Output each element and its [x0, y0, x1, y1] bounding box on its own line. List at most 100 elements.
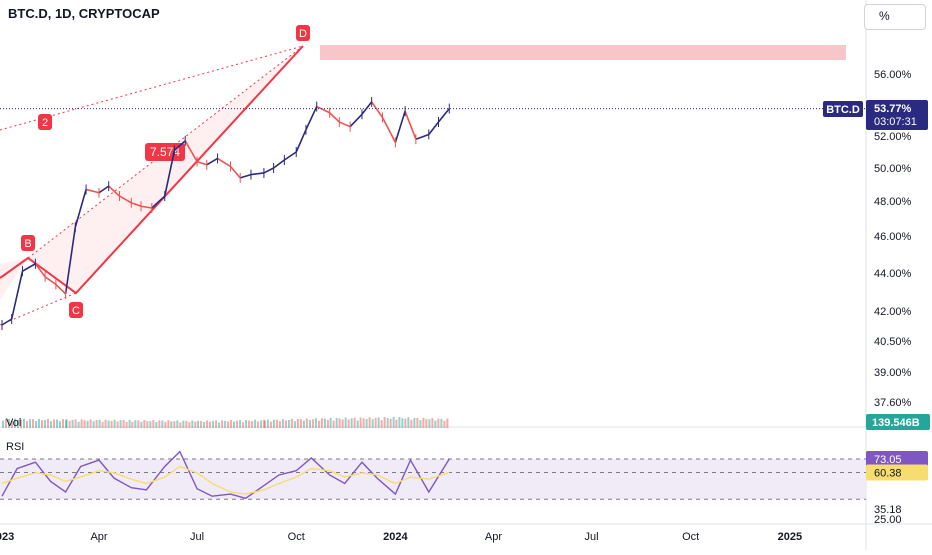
volume-bar — [131, 421, 134, 428]
volume-bar — [149, 421, 152, 428]
volume-bar — [251, 421, 254, 428]
volume-bar — [359, 417, 362, 428]
rsi-tick-label: 60.38 — [874, 467, 902, 479]
volume-bar — [218, 422, 221, 428]
percent-scale-button[interactable]: % — [864, 4, 926, 30]
price-segment — [349, 113, 363, 128]
volume-bar — [20, 419, 22, 428]
volume-bar — [44, 420, 46, 428]
price-segment — [173, 140, 186, 151]
volume-bar — [158, 420, 161, 428]
volume-bar — [338, 418, 341, 428]
volume-bar — [344, 417, 347, 428]
pattern-label-text: 2 — [42, 117, 48, 129]
pattern-label-text: C — [72, 305, 80, 317]
volume-bar — [80, 419, 83, 428]
price-segment — [64, 227, 77, 295]
price-badge-countdown: 03:07:31 — [874, 116, 917, 128]
pattern-label-text: B — [24, 238, 31, 250]
volume-bar — [395, 419, 398, 428]
price-series — [1, 96, 450, 330]
volume-bar — [317, 420, 320, 428]
volume-bar — [374, 417, 377, 428]
volume-bar — [305, 418, 308, 428]
price-tick-label: 37.60% — [874, 397, 912, 409]
volume-bar — [311, 419, 314, 428]
volume-bar — [101, 421, 104, 428]
price-tick-label: 46.00% — [874, 231, 912, 243]
price-tick-label: 48.00% — [874, 196, 912, 208]
volume-bar — [83, 420, 86, 428]
volume-bar — [431, 418, 434, 428]
volume-bar — [35, 421, 37, 428]
volume-bar — [356, 420, 359, 428]
price-segment — [283, 151, 297, 161]
volume-bar — [308, 419, 311, 428]
price-segment — [74, 189, 87, 228]
price-segment — [339, 121, 351, 128]
rsi-tick-label: 35.18 — [874, 504, 902, 516]
price-segment — [1, 318, 13, 326]
volume-bar — [23, 418, 25, 428]
volume-bar — [92, 421, 95, 428]
rsi-band — [0, 459, 866, 500]
volume-bar — [386, 418, 389, 428]
volume-bar — [416, 418, 419, 428]
measure-label-bg — [145, 143, 185, 161]
volume-bar — [137, 420, 140, 428]
volume-bar — [32, 419, 34, 428]
volume-bar — [89, 419, 92, 428]
volume-bar — [362, 418, 365, 428]
volume-bar — [377, 417, 380, 428]
rsi-badge-bg — [866, 451, 928, 467]
pattern-point-label: 2 — [38, 114, 52, 130]
pattern-fill-xab — [0, 258, 28, 300]
volume-bar — [350, 418, 353, 428]
price-segment — [404, 110, 417, 140]
price-segment — [428, 121, 440, 135]
price-segment — [229, 165, 241, 179]
volume-bar — [275, 419, 278, 428]
symbol-title: BTC.D, 1D, CRYPTOCAP — [8, 6, 160, 21]
price-segment — [85, 188, 100, 194]
volume-bar — [389, 418, 392, 428]
pattern-point-label: C — [69, 302, 83, 318]
volume-bar — [299, 419, 302, 428]
price-tick-label: 39.00% — [874, 367, 912, 379]
price-segment — [394, 110, 406, 143]
volume-bar — [269, 421, 272, 428]
price-tick-label: 44.00% — [874, 268, 912, 280]
volume-bar — [365, 419, 368, 428]
pattern-point-label: B — [21, 235, 35, 251]
volume-bar — [53, 419, 55, 428]
volume-bar — [266, 419, 269, 428]
price-tick-label: 52.00% — [874, 131, 912, 143]
harmonic-pattern: 2 B C D 7.574 — [0, 25, 310, 326]
volume-bar — [14, 418, 16, 428]
volume-label: Vol — [6, 417, 21, 429]
volume-bar — [296, 419, 299, 428]
price-segment — [329, 112, 340, 123]
pattern-point-label: D — [296, 25, 310, 41]
volume-bar — [263, 420, 266, 428]
volume-bar — [428, 419, 431, 428]
volume-bar — [257, 421, 260, 428]
volume-badge-value: 139.546B — [872, 417, 920, 429]
volume-bar — [425, 419, 428, 428]
volume-bar — [185, 420, 188, 428]
volume-bar — [152, 420, 155, 428]
price-segment — [44, 276, 57, 286]
volume-bar — [281, 419, 284, 428]
volume-bar — [212, 421, 215, 428]
volume-bar — [68, 420, 71, 428]
volume-bar — [125, 421, 128, 428]
price-segment — [316, 105, 330, 114]
volume-bar — [437, 418, 440, 428]
price-badge-symbol: BTC.D — [826, 104, 860, 116]
volume-bar — [239, 420, 242, 428]
volume-bar — [383, 417, 386, 428]
price-segment — [217, 157, 231, 168]
volume-bars — [2, 416, 449, 428]
time-tick-label: Apr — [90, 531, 107, 543]
